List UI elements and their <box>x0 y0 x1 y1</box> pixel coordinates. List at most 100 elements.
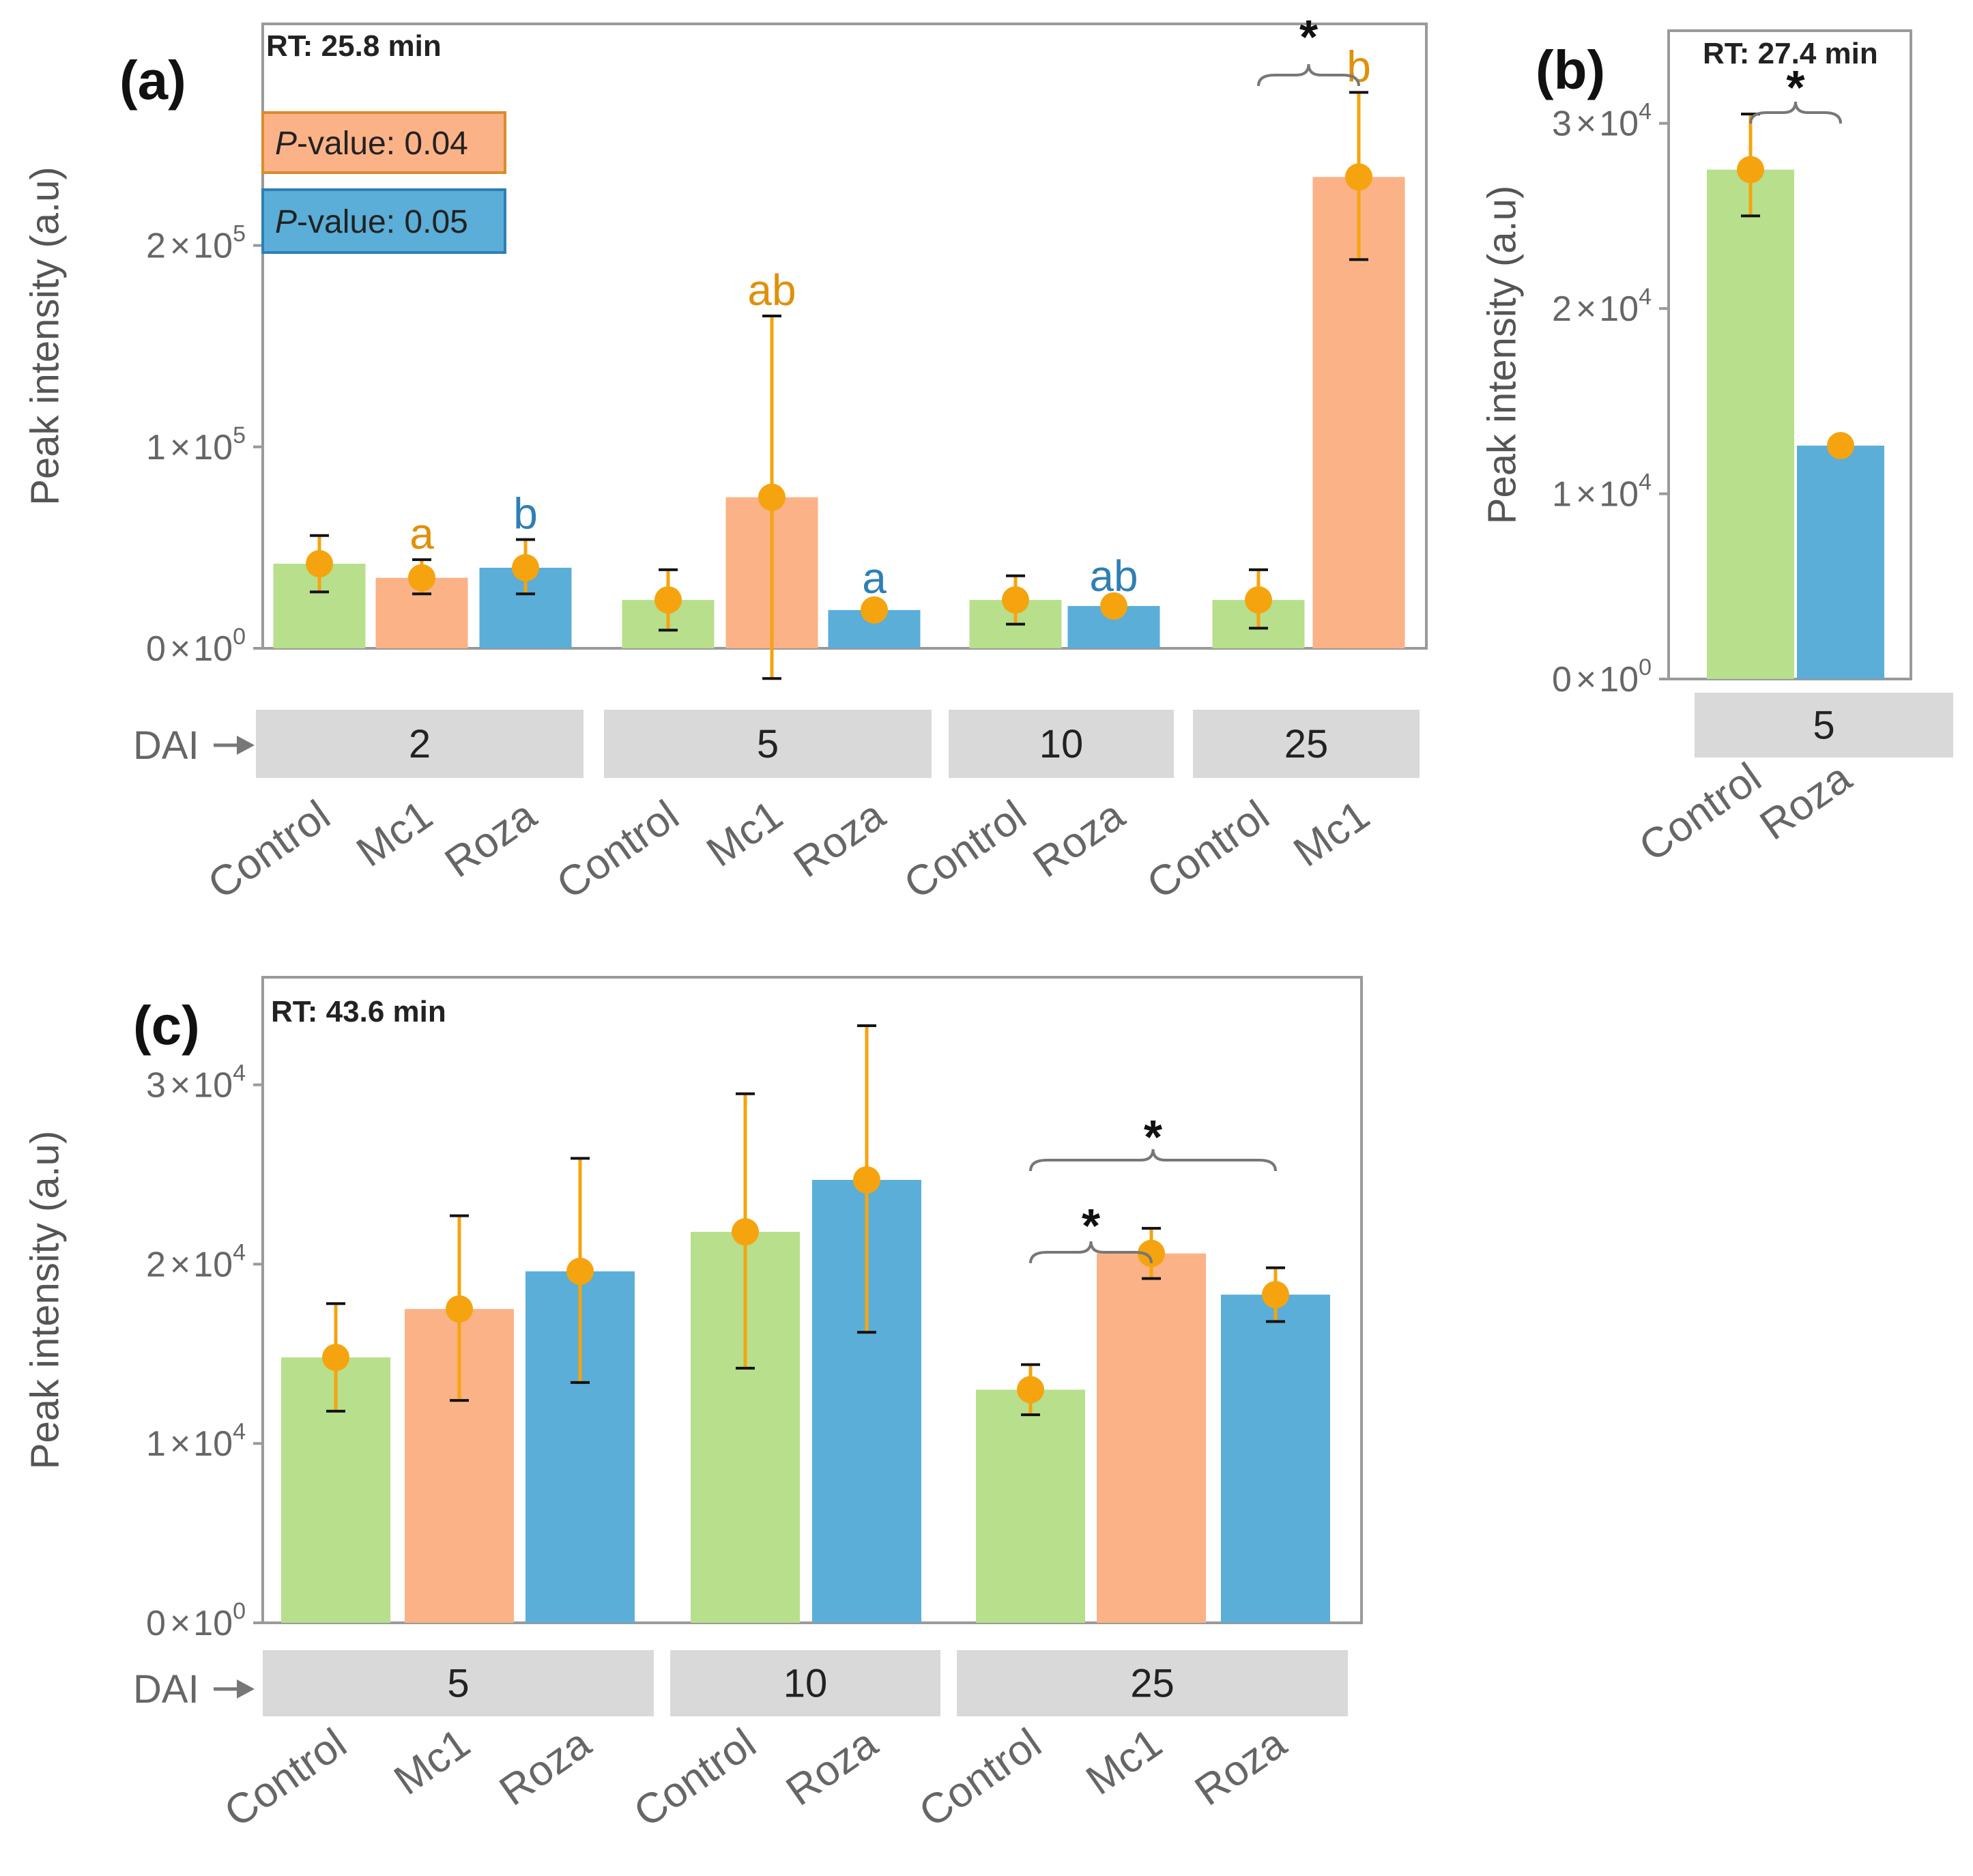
bar-roza <box>1221 1295 1330 1623</box>
tick-mantissa: 0 <box>146 629 166 669</box>
tick-base: 10 <box>193 428 233 467</box>
panel-label: (a) <box>119 50 186 111</box>
significance-bracket <box>1257 63 1360 87</box>
tick-base: 10 <box>193 227 233 266</box>
significance-bracket <box>1749 101 1842 124</box>
significance-star: * <box>1144 1110 1163 1164</box>
tick-exponent: 0 <box>1639 654 1652 680</box>
dai-label: DAI <box>133 723 199 768</box>
y-axis-title: Peak intensity (a.u) <box>1480 186 1524 524</box>
tick-times: × <box>170 1424 190 1464</box>
rt-label: RT: 27.4 min <box>1703 37 1878 70</box>
mean-point <box>1002 586 1029 614</box>
bar-mc1 <box>1097 1253 1206 1623</box>
mean-point <box>861 596 888 624</box>
tick-exponent: 4 <box>233 1239 246 1265</box>
facet-strip-label: 5 <box>447 1662 469 1706</box>
y-tick-label: 3 ×104 <box>1552 99 1652 144</box>
x-category-label: Control <box>216 1720 355 1836</box>
y-tick-label: 1 ×105 <box>146 422 246 467</box>
tick-mantissa: 0 <box>1552 660 1572 699</box>
x-category-label: Control <box>549 792 687 908</box>
tick-mantissa: 1 <box>1552 475 1572 515</box>
mean-point <box>1262 1281 1289 1309</box>
x-category-label: Mc1 <box>1285 792 1378 876</box>
tick-exponent: 4 <box>233 1060 246 1086</box>
mean-point <box>322 1344 349 1372</box>
x-category-label: Roza <box>1752 754 1860 850</box>
tick-base: 10 <box>193 1424 233 1464</box>
x-category-label: Roza <box>1025 792 1134 887</box>
tick-mantissa: 1 <box>146 1424 166 1464</box>
tick-exponent: 5 <box>233 221 246 247</box>
tick-base: 10 <box>193 629 233 669</box>
y-tick-label: 0 ×100 <box>146 1598 246 1643</box>
significance-letter: a <box>862 553 887 603</box>
mean-point <box>1345 163 1372 191</box>
significance-star: * <box>1299 10 1319 63</box>
mean-point <box>1138 1239 1165 1267</box>
facet-strip-label: 5 <box>757 722 779 766</box>
tick-base: 10 <box>1599 660 1639 699</box>
pvalue-p: P <box>275 204 297 240</box>
facet-strip-label: 5 <box>1813 704 1834 748</box>
tick-mantissa: 3 <box>146 1066 166 1106</box>
y-tick-label: 1 ×104 <box>1552 470 1652 515</box>
x-category-label: Roza <box>1187 1720 1295 1815</box>
tick-mantissa: 3 <box>1552 104 1572 144</box>
facet-strip <box>670 1650 940 1716</box>
tick-base: 10 <box>1599 104 1639 144</box>
facet-strip <box>604 710 932 778</box>
y-tick-label: 0 ×100 <box>1552 654 1652 699</box>
mean-point <box>446 1295 473 1323</box>
bar-control <box>976 1389 1085 1623</box>
mean-point <box>408 564 435 592</box>
mean-point <box>1245 586 1272 614</box>
y-tick-label: 3 ×104 <box>146 1060 246 1106</box>
significance-letter: ab <box>1089 551 1138 601</box>
mean-point <box>1827 432 1854 459</box>
facet-strip <box>263 1650 654 1716</box>
tick-exponent: 4 <box>233 1419 246 1445</box>
mean-point <box>654 586 682 614</box>
mean-point <box>1737 156 1764 184</box>
bar-control <box>1707 169 1794 680</box>
tick-exponent: 0 <box>233 1598 246 1624</box>
pvalue-box <box>261 111 506 174</box>
significance-letter: ab <box>747 265 796 315</box>
tick-base: 10 <box>1599 475 1639 515</box>
mean-point <box>732 1218 759 1246</box>
tick-times: × <box>1576 475 1596 515</box>
tick-exponent: 4 <box>1639 99 1652 125</box>
rt-label: RT: 25.8 min <box>266 29 442 63</box>
x-category-label: Mc1 <box>386 1720 478 1804</box>
mean-point <box>1100 592 1127 620</box>
y-tick-label: 2 ×105 <box>146 221 246 266</box>
dai-arrow-icon <box>237 1679 255 1699</box>
facet-strip <box>957 1650 1348 1716</box>
significance-star: * <box>1786 61 1805 114</box>
tick-base: 10 <box>193 1066 233 1106</box>
x-category-label: Mc1 <box>698 792 791 876</box>
pvalue-box <box>261 188 506 254</box>
y-axis-title: Peak intensity (a.u) <box>23 1131 67 1469</box>
tick-mantissa: 1 <box>146 428 166 467</box>
facet-strip <box>1193 710 1420 778</box>
tick-times: × <box>1576 289 1596 329</box>
y-tick-label: 1 ×104 <box>146 1419 246 1464</box>
y-tick-label: 0 ×100 <box>146 624 246 669</box>
x-category-label: Roza <box>437 792 545 887</box>
y-tick-label: 2 ×104 <box>146 1239 246 1284</box>
tick-times: × <box>170 629 190 669</box>
facet-strip <box>1695 693 1953 757</box>
pvalue-text: P-value: 0.04 <box>275 126 468 162</box>
mean-point <box>853 1166 880 1194</box>
x-category-label: Roza <box>778 1720 887 1815</box>
pvalue-text: P-value: 0.05 <box>275 204 468 240</box>
tick-mantissa: 0 <box>146 1604 166 1643</box>
mean-point <box>1017 1376 1044 1404</box>
facet-strip <box>256 710 584 778</box>
x-category-label: Control <box>626 1720 764 1836</box>
